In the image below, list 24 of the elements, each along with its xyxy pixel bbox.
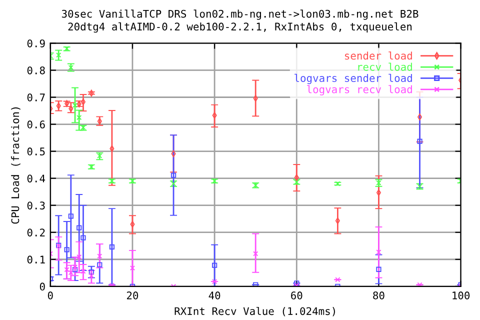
y-tick-label: 0.5 (27, 148, 45, 156)
legend-label: logvars sender load (294, 74, 412, 84)
legend-label: sender load (344, 52, 412, 60)
y-tick-label: 0.6 (27, 120, 45, 128)
chart-title: 30sec VanillaTCP DRS lon02.mb-ng.net->lon03.mb-ng.net B2B (62, 10, 418, 20)
y-tick-label: 0.1 (27, 256, 45, 264)
y-tick-label: 0.2 (27, 228, 45, 236)
y-tick-label: 0.9 (27, 39, 45, 48)
x-tick-label: 0 (48, 292, 53, 300)
x-tick-label: 20 (126, 292, 138, 300)
legend-label: logvars recv load (307, 85, 412, 96)
x-tick-label: 80 (373, 292, 384, 300)
y-tick-label: 0 (40, 282, 45, 291)
chart-subtitle: 20dtg4 altAIMD-0.2 web100-2.2.1, RxIntAbs 0, txqueuelen (68, 22, 412, 33)
y-tick-label: 0.3 (27, 202, 45, 210)
y-tick-label: 0.7 (27, 94, 45, 102)
x-tick-label: 60 (291, 292, 302, 300)
x-axis-title: RXInt Recv Value (1.024ms) (174, 306, 335, 316)
y-axis-title: CPU Load (fraction) (11, 107, 20, 224)
x-tick-label: 40 (208, 292, 220, 300)
legend-label: recv load (358, 62, 412, 71)
x-tick-label: 100 (452, 292, 470, 300)
y-tick-label: 0.8 (27, 66, 45, 74)
y-tick-label: 0.4 (27, 174, 46, 182)
